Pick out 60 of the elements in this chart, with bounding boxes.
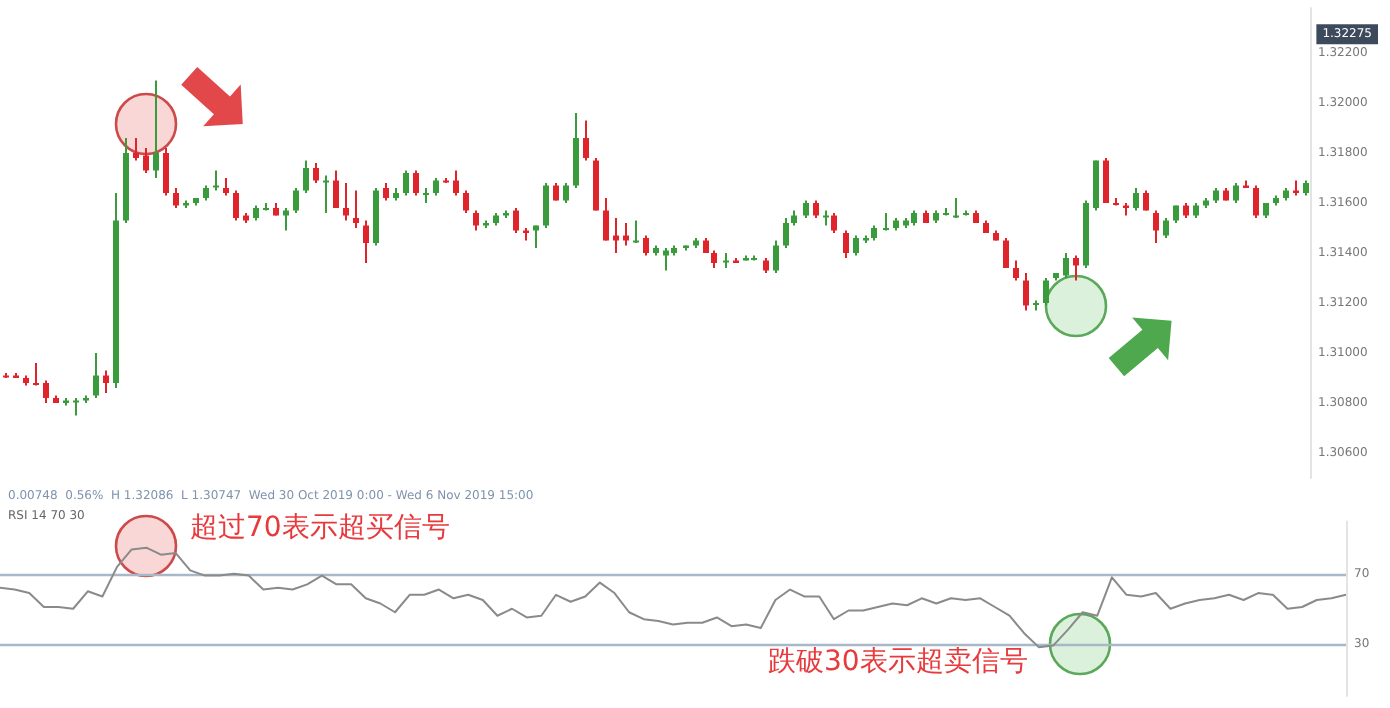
candlestick [33, 362, 39, 387]
candlestick [93, 352, 99, 399]
annotation: 跌破30表示超卖信号 [768, 646, 1028, 678]
candlestick [413, 169, 419, 197]
candlestick [783, 217, 789, 249]
candlestick [613, 217, 619, 254]
candlestick [1253, 184, 1259, 219]
candlestick [233, 189, 239, 222]
candlestick [293, 187, 299, 214]
candlestick [883, 212, 889, 232]
candlestick [1133, 187, 1139, 212]
candlestick [133, 137, 139, 162]
candlestick [173, 187, 179, 209]
candlestick [643, 234, 649, 257]
candlestick [1043, 277, 1049, 307]
candlestick [163, 147, 169, 197]
candlestick [43, 379, 49, 404]
candlestick [1153, 209, 1159, 244]
candlestick [1013, 259, 1019, 282]
candlestick [1103, 157, 1109, 204]
candlestick [1063, 252, 1069, 279]
candlestick [103, 369, 109, 394]
candlestick [953, 197, 959, 219]
candlestick [633, 219, 639, 244]
candlestick [1093, 159, 1099, 212]
candlestick [623, 222, 629, 247]
candlestick [353, 189, 359, 229]
candlestick [323, 174, 329, 214]
candlestick [663, 247, 669, 272]
candlestick [1073, 254, 1079, 282]
candlestick [213, 169, 219, 192]
candlestick [473, 209, 479, 232]
candlestick [573, 112, 579, 189]
candlestick [143, 147, 149, 174]
candlestick [1143, 189, 1149, 212]
candlestick [773, 239, 779, 274]
candlestick [403, 169, 409, 197]
candlestick [843, 229, 849, 259]
candlestick [363, 219, 369, 264]
candlestick [583, 119, 589, 162]
candlestick [543, 182, 549, 229]
candlestick [603, 197, 609, 242]
candlestick [283, 207, 289, 232]
candlestick [153, 79, 159, 179]
candlestick [853, 234, 859, 257]
candlestick [343, 182, 349, 222]
candlestick [303, 159, 309, 194]
candlestick [453, 169, 459, 197]
candlestick [513, 207, 519, 234]
candlestick [1023, 272, 1029, 312]
candlestick [333, 169, 339, 209]
candlestick [463, 189, 469, 214]
annotation: 超过70表示超买信号 [190, 512, 450, 544]
candlestick [313, 162, 319, 184]
candlestick [1003, 237, 1009, 269]
candlestick [1163, 217, 1169, 239]
candlestick [831, 212, 837, 234]
candlestick [1233, 182, 1239, 204]
candlestick [73, 397, 79, 417]
candlestick [563, 182, 569, 204]
